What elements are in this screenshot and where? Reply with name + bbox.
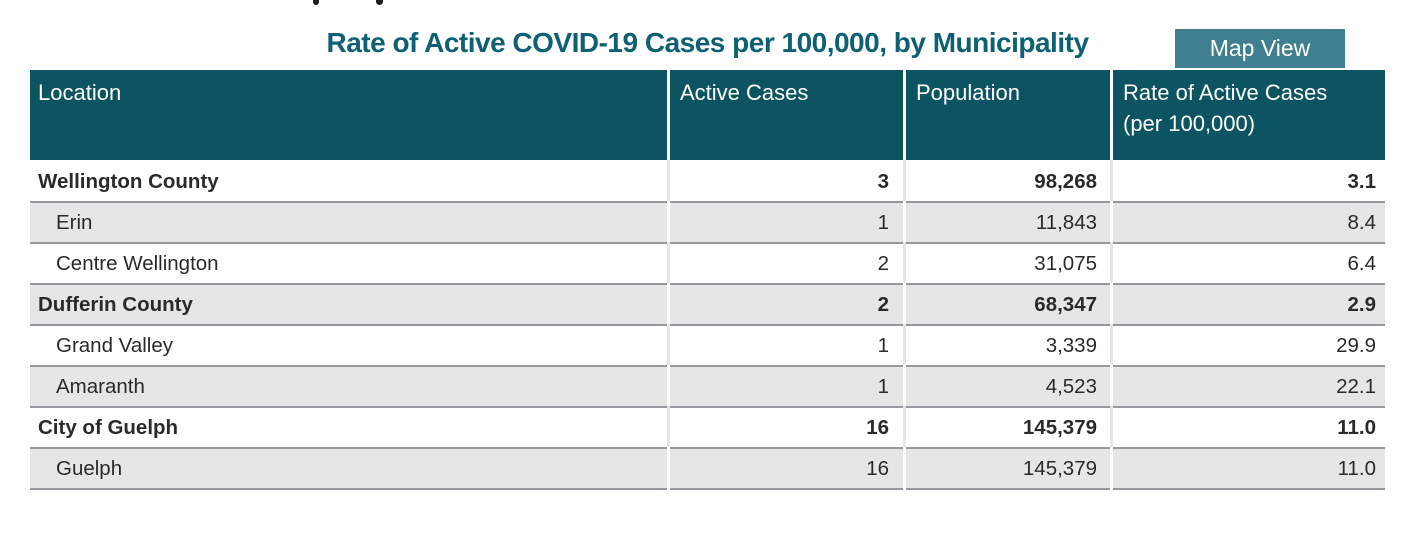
cell-active-cases: 1 — [670, 201, 903, 242]
covid-rate-table: Location Active Cases Population Rate of Ac… — [30, 70, 1385, 490]
cell-location: Dufferin County — [30, 283, 667, 324]
cell-rate: 6.4 — [1113, 242, 1385, 283]
table-row-guelph[interactable]: Guelph 16 145,379 11.0 — [30, 447, 1385, 490]
cell-active-cases: 1 — [670, 324, 903, 365]
cell-population: 11,843 — [906, 201, 1110, 242]
cell-rate: 3.1 — [1113, 160, 1385, 201]
cell-population: 31,075 — [906, 242, 1110, 283]
column-header-population[interactable]: Population — [906, 70, 1110, 160]
table-row-wellington-county[interactable]: Wellington County 3 98,268 3.1 — [30, 160, 1385, 201]
table-row-erin[interactable]: Erin 1 11,843 8.4 — [30, 201, 1385, 242]
table-header-row: Location Active Cases Population Rate of Ac… — [30, 70, 1385, 160]
cell-active-cases: 16 — [670, 447, 903, 490]
cell-rate: 11.0 — [1113, 447, 1385, 490]
cell-location: City of Guelph — [30, 406, 667, 447]
column-header-sublabel: (per 100,000) — [1123, 111, 1256, 136]
cropped-text-artifact — [376, 0, 383, 5]
cell-location: Centre Wellington — [30, 242, 667, 283]
cell-location: Wellington County — [30, 160, 667, 201]
cell-rate: 8.4 — [1113, 201, 1385, 242]
cell-population: 145,379 — [906, 406, 1110, 447]
column-header-location[interactable]: Location — [30, 70, 667, 160]
cell-active-cases: 2 — [670, 242, 903, 283]
cell-rate: 22.1 — [1113, 365, 1385, 406]
cell-rate: 2.9 — [1113, 283, 1385, 324]
table-row-dufferin-county[interactable]: Dufferin County 2 68,347 2.9 — [30, 283, 1385, 324]
cropped-text-artifact — [313, 0, 319, 5]
table-row-grand-valley[interactable]: Grand Valley 1 3,339 29.9 — [30, 324, 1385, 365]
cell-location: Amaranth — [30, 365, 667, 406]
cell-population: 68,347 — [906, 283, 1110, 324]
cell-active-cases: 3 — [670, 160, 903, 201]
cell-active-cases: 1 — [670, 365, 903, 406]
cell-population: 98,268 — [906, 160, 1110, 201]
table-row-amaranth[interactable]: Amaranth 1 4,523 22.1 — [30, 365, 1385, 406]
table-row-city-of-guelph[interactable]: City of Guelph 16 145,379 11.0 — [30, 406, 1385, 447]
table-body: Wellington County 3 98,268 3.1 Erin 1 11,843 8.… — [30, 160, 1385, 490]
page-title: Rate of Active COVID-19 Cases per 100,00… — [326, 27, 1089, 58]
cell-active-cases: 2 — [670, 283, 903, 324]
cell-rate: 29.9 — [1113, 324, 1385, 365]
cell-population: 4,523 — [906, 365, 1110, 406]
cell-population: 3,339 — [906, 324, 1110, 365]
column-header-label: Rate of Active Cases — [1123, 80, 1328, 105]
column-header-label: Location — [38, 80, 122, 105]
cell-active-cases: 16 — [670, 406, 903, 447]
table-row-centre-wellington[interactable]: Centre Wellington 2 31,075 6.4 — [30, 242, 1385, 283]
column-header-active-cases[interactable]: Active Cases — [670, 70, 903, 160]
cell-location: Grand Valley — [30, 324, 667, 365]
cell-location: Guelph — [30, 447, 667, 490]
column-header-label: Population — [916, 80, 1020, 105]
map-view-button[interactable]: Map View — [1175, 29, 1345, 68]
cell-rate: 11.0 — [1113, 406, 1385, 447]
column-header-label: Active Cases — [680, 80, 809, 105]
cell-location: Erin — [30, 201, 667, 242]
column-header-rate[interactable]: Rate of Active Cases (per 100,000) — [1113, 70, 1385, 160]
cell-population: 145,379 — [906, 447, 1110, 490]
